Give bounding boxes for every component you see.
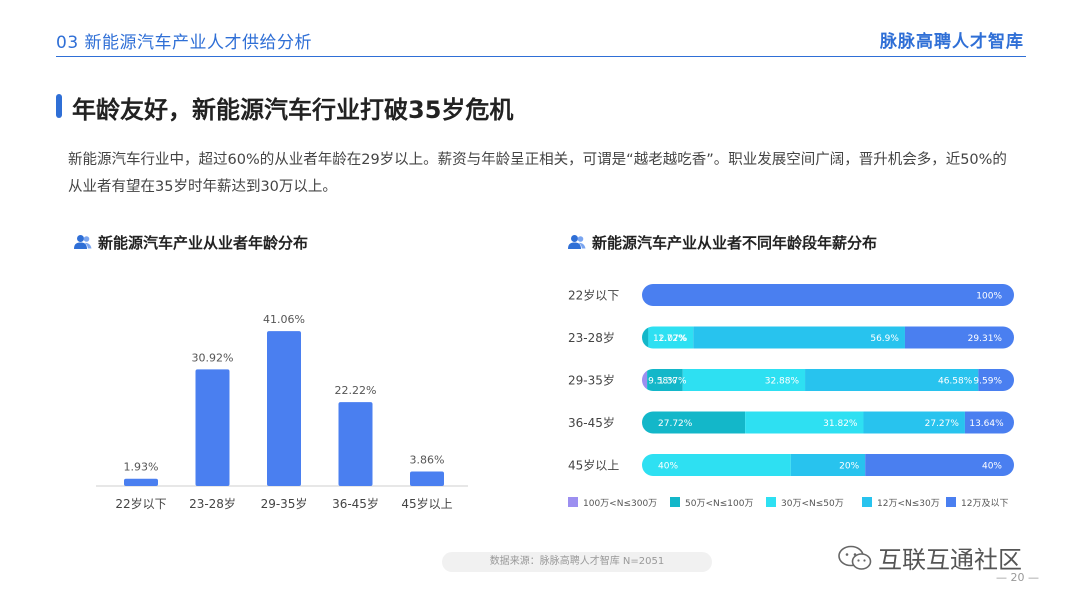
bar [410, 471, 444, 486]
stacked-bar-row [642, 454, 1014, 476]
page-header: 03 新能源汽车产业人才供给分析 脉脉高聘人才智库 [0, 0, 1080, 70]
bar-segment [642, 411, 746, 434]
data-label: 12.07% [653, 334, 688, 344]
x-tick-label: 36-45岁 [332, 496, 379, 511]
data-source-note: 数据来源：脉脉高聘人才智库 N=2051 [442, 552, 712, 572]
y-tick-label: 23-28岁 [568, 330, 615, 345]
bar [195, 369, 230, 486]
page-number: — 20 — [996, 571, 1039, 584]
legend-label: 30万<N≤50万 [781, 499, 844, 509]
bar-segment [682, 369, 806, 391]
header-divider [56, 56, 1026, 57]
age-chart-subtitle: 新能源汽车产业从业者年龄分布 [74, 232, 308, 254]
bar-segment [693, 326, 905, 349]
data-label: 27.27% [925, 419, 960, 429]
legend-swatch [766, 497, 776, 507]
x-tick-label: 29-35岁 [261, 496, 308, 511]
y-tick-label: 45岁以上 [568, 458, 619, 473]
lead-paragraph: 新能源汽车行业中，超过60%的从业者年龄在29岁以上。薪资与年龄呈正相关，可谓是… [68, 152, 1007, 195]
salary-chart-subtitle: 新能源汽车产业从业者不同年龄段年薪分布 [568, 232, 877, 254]
data-label: 1.72% [658, 334, 687, 344]
legend-swatch [946, 497, 956, 507]
data-label: 32.88% [765, 377, 800, 387]
data-label: 56.9% [870, 334, 899, 344]
bar [124, 478, 158, 486]
data-label: 41.06% [263, 313, 305, 326]
legend-label: 50万<N≤100万 [685, 499, 753, 509]
age-chart-title: 新能源汽车产业从业者年龄分布 [98, 234, 309, 252]
legend-swatch [568, 497, 578, 507]
people-icon [74, 234, 92, 254]
bar-segment [865, 454, 1014, 476]
salary-distribution-chart: 22岁以下 100% 23-28岁 1.72%12.07% 56.9% 29.31% 29-… [568, 284, 1014, 509]
data-label: 29.31% [968, 334, 1003, 344]
section-title: 03 新能源汽车产业人才供给分析 [56, 33, 313, 53]
salary-chart-title: 新能源汽车产业从业者不同年龄段年薪分布 [592, 234, 878, 252]
data-label: 100% [976, 292, 1002, 302]
stacked-bar-row [642, 326, 1014, 349]
y-tick-label: 36-45岁 [568, 415, 615, 430]
legend-label: 12万<N≤30万 [877, 499, 940, 509]
watermark-text: 互联互通社区 [878, 546, 1022, 574]
x-tick-label: 45岁以上 [401, 496, 452, 511]
bar-segment [863, 411, 965, 434]
bar-segment [805, 369, 979, 391]
data-label: 46.58% [938, 377, 973, 387]
legend-label: 12万及以下 [961, 498, 1008, 509]
age-distribution-chart: 1.93% 22岁以下 30.92% 23-28岁 41.06% 29-35岁 22.22%… [96, 313, 468, 511]
data-label: 22.22% [335, 384, 377, 397]
data-label: 31.82% [823, 419, 858, 429]
data-label: 40% [658, 462, 678, 472]
bar [338, 402, 373, 486]
stacked-bar-row [642, 369, 1014, 391]
bar-segment [642, 454, 791, 476]
data-label: 13.64% [969, 419, 1004, 429]
stacked-bar-row [642, 284, 1014, 306]
data-label: 3.86% [410, 453, 445, 466]
bar-segment [964, 411, 1014, 434]
headline-accent-bar [56, 94, 62, 118]
bar-segment [642, 369, 648, 391]
bar-segment [790, 454, 866, 476]
stacked-bar-row [642, 411, 1014, 434]
y-tick-label: 22岁以下 [568, 288, 619, 303]
bar-segment [648, 326, 694, 349]
data-label: 30.92% [192, 351, 234, 364]
bar-segment [642, 326, 649, 349]
bar-segment [642, 284, 1014, 306]
wechat-icon [838, 545, 872, 577]
bar-segment [745, 411, 864, 434]
bar-segment [647, 369, 683, 391]
data-label: 40% [982, 462, 1002, 472]
page-title: 年龄友好，新能源汽车行业打破35岁危机 [72, 96, 514, 124]
data-label: 1.37% [658, 377, 687, 387]
brand-name: 脉脉高聘人才智库 [880, 32, 1024, 52]
bar-segment [904, 326, 1014, 349]
y-tick-label: 29-35岁 [568, 373, 615, 388]
x-tick-label: 23-28岁 [189, 496, 236, 511]
legend-label: 100万<N≤300万 [583, 499, 657, 509]
legend-swatch [670, 497, 680, 507]
data-label: 9.58% [648, 377, 677, 387]
x-tick-label: 22岁以下 [115, 496, 166, 511]
bar-segment [978, 369, 1014, 391]
watermark: 互联互通社区 [838, 540, 1022, 577]
data-label: 9.59% [973, 377, 1002, 387]
data-label: 27.72% [658, 419, 693, 429]
bar [267, 331, 301, 486]
data-label: 1.93% [124, 461, 159, 474]
data-label: 20% [839, 462, 859, 472]
legend-swatch [862, 497, 872, 507]
people-icon [568, 234, 586, 254]
